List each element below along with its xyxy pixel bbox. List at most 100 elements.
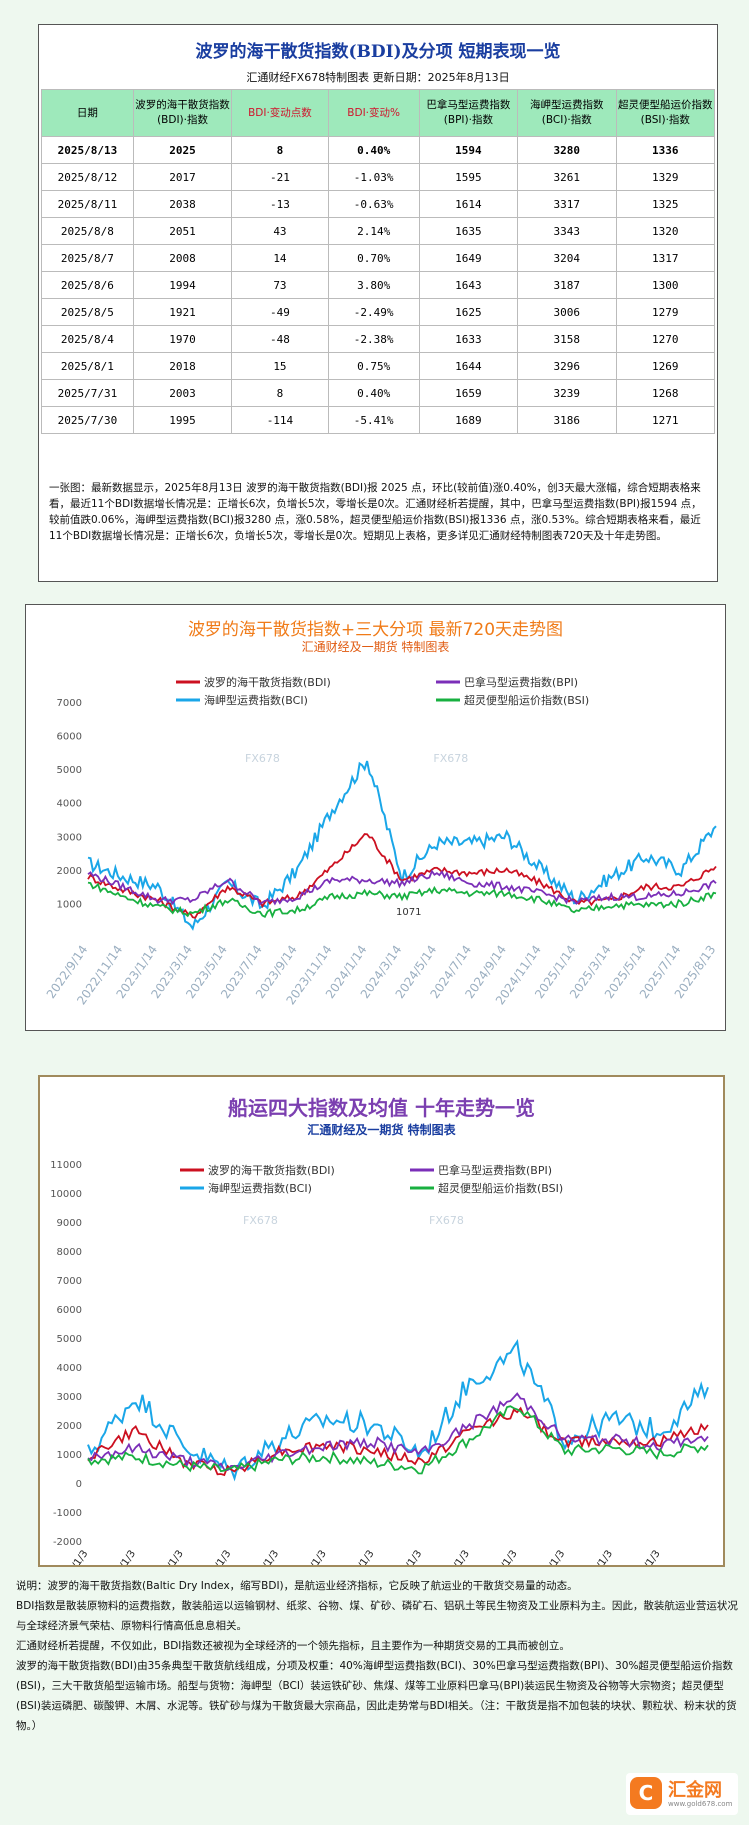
- table-cell: 3296: [517, 352, 617, 380]
- table-row: 2025/7/30 1995 -114 -5.41% 1689 3186 1271: [41, 406, 716, 434]
- col-date: 日期: [41, 89, 134, 137]
- table-cell: 3187: [517, 271, 617, 299]
- table-cell: 2018: [132, 352, 233, 380]
- watermark: FX678: [433, 752, 468, 765]
- table-row: 2025/8/12 2017 -21 -1.03% 1595 3261 1329: [41, 163, 716, 191]
- chart1-svg: 10002000300040005000600070002022/9/14202…: [44, 675, 719, 1007]
- table-cell: 1270: [615, 325, 716, 353]
- table-cell: -21: [231, 163, 329, 191]
- col-bpi: 巴拿马型运费指数(BPI)·指数: [418, 89, 519, 137]
- y-tick-label: 5000: [57, 765, 82, 776]
- y-tick-label: 6000: [57, 732, 82, 743]
- data-label-1071: 1071: [396, 907, 421, 918]
- table-cell: -49: [231, 298, 329, 326]
- table-cell: 1271: [615, 406, 716, 434]
- watermark: FX678: [429, 1214, 464, 1227]
- watermark: FX678: [243, 1214, 278, 1227]
- note-line: 说明：波罗的海干散货指数(Baltic Dry Index，缩写BDI)，是航运…: [16, 1580, 578, 1592]
- y-tick-label: 1000: [57, 1450, 82, 1461]
- table-cell: -114: [231, 406, 329, 434]
- site-logo[interactable]: C 汇金网 www.gold678.com: [626, 1773, 738, 1815]
- x-tick-label: 2013/1/3: [56, 1548, 91, 1565]
- table-cell: 3239: [517, 379, 617, 407]
- y-tick-label: 4000: [57, 799, 82, 810]
- x-tick-label: 2016/1/3: [199, 1548, 234, 1565]
- legend-label: 波罗的海干散货指数(BDI): [204, 675, 331, 689]
- table-cell: 3.80%: [327, 271, 420, 299]
- table-cell: 0.75%: [327, 352, 420, 380]
- table-cell: 2008: [132, 244, 233, 272]
- table-cell: 2025/7/30: [41, 406, 134, 434]
- series-line-bpi: [87, 1392, 709, 1472]
- table-cell: 2025/8/11: [41, 190, 134, 218]
- chart-720-day: 波罗的海干散货指数+三大分项 最新720天走势图 汇通财经及一期货 特制图表 1…: [25, 604, 726, 1031]
- table-cell: 2025/8/8: [41, 217, 134, 245]
- table-row: 2025/8/11 2038 -13 -0.63% 1614 3317 1325: [41, 190, 716, 218]
- table-cell: -1.03%: [327, 163, 420, 191]
- table-cell: 1633: [418, 325, 519, 353]
- y-tick-label: -1000: [53, 1508, 82, 1519]
- series-line-bci: [87, 1338, 709, 1482]
- y-tick-label: 7000: [57, 698, 82, 709]
- page-subtitle: 汇通财经FX678特制图表 更新日期：2025年8月13日: [246, 71, 510, 84]
- y-tick-label: 0: [76, 1479, 82, 1490]
- y-tick-label: 10000: [50, 1189, 82, 1200]
- col-bci: 海岬型运费指数(BCI)·指数: [517, 89, 617, 137]
- x-tick-label: 2014/1/3: [103, 1548, 138, 1565]
- table-cell: 1325: [615, 190, 716, 218]
- chart2-subtitle: 汇通财经及一期货 特制图表: [307, 1123, 456, 1137]
- table-cell: 8: [231, 379, 329, 407]
- table-cell: 1635: [418, 217, 519, 245]
- y-tick-label: 7000: [57, 1276, 82, 1287]
- y-tick-label: 1000: [57, 899, 82, 910]
- table-cell: 73: [231, 271, 329, 299]
- table-cell: 0.40%: [327, 379, 420, 407]
- y-tick-label: 11000: [50, 1160, 82, 1171]
- table-cell: 0.70%: [327, 244, 420, 272]
- legend-label: 超灵便型船运价指数(BSI): [464, 693, 589, 707]
- note-line: BDI指数是散装原物料的运费指数，散装船运以运输钢材、纸浆、谷物、煤、矿砂、磷矿…: [16, 1600, 738, 1632]
- table-cell: 2025/8/6: [41, 271, 134, 299]
- table-cell: 1269: [615, 352, 716, 380]
- table-cell: 1614: [418, 190, 519, 218]
- series-line-bci: [87, 760, 717, 931]
- table-cell: 2025/8/7: [41, 244, 134, 272]
- table-cell: 3186: [517, 406, 617, 434]
- x-tick-label: 2022/1/3: [485, 1548, 520, 1565]
- col-bdi-change: BDI·变动点数: [231, 89, 329, 137]
- table-cell: 2025/8/13: [41, 136, 134, 164]
- table-cell: 2025/8/4: [41, 325, 134, 353]
- table-cell: 1279: [615, 298, 716, 326]
- table-cell: 2025/8/12: [41, 163, 134, 191]
- table-cell: 3317: [517, 190, 617, 218]
- table-row: 2025/8/6 1994 73 3.80% 1643 3187 1300: [41, 271, 716, 299]
- table-cell: 2017: [132, 163, 233, 191]
- legend-label: 海岬型运费指数(BCI): [204, 693, 308, 707]
- bdi-table: 日期 波罗的海干散货指数(BDI)·指数 BDI·变动点数 BDI·变动% 巴拿…: [41, 89, 716, 434]
- col-bsi: 超灵便型船运价指数(BSI)·指数: [615, 89, 716, 137]
- table-cell: 2038: [132, 190, 233, 218]
- logo-icon: C: [630, 1777, 662, 1809]
- chart1-title: 波罗的海干散货指数+三大分项 最新720天走势图: [187, 620, 564, 640]
- table-cell: 1329: [615, 163, 716, 191]
- table-cell: -13: [231, 190, 329, 218]
- note-line: 波罗的海干散货指数(BDI)由35条典型干散货航线组成，分项及权重：40%海岬型…: [16, 1660, 737, 1732]
- logo-url: www.gold678.com: [668, 1800, 733, 1808]
- table-header-row: 日期 波罗的海干散货指数(BDI)·指数 BDI·变动点数 BDI·变动% 巴拿…: [41, 89, 716, 137]
- page-title: 波罗的海干散货指数(BDI)及分项 短期表现一览: [195, 42, 561, 62]
- series-line-bpi: [87, 869, 717, 906]
- y-tick-label: 3000: [57, 832, 82, 843]
- y-tick-label: 6000: [57, 1305, 82, 1316]
- table-row: 2025/8/8 2051 43 2.14% 1635 3343 1320: [41, 217, 716, 245]
- y-tick-label: 2000: [57, 866, 82, 877]
- x-tick-label: 2017/1/3: [246, 1548, 281, 1565]
- series-line-bsi: [87, 1405, 709, 1475]
- table-cell: 2025/7/31: [41, 379, 134, 407]
- col-bdi: 波罗的海干散货指数(BDI)·指数: [132, 89, 233, 137]
- legend-label: 巴拿马型运费指数(BPI): [438, 1163, 552, 1177]
- table-cell: 2025/8/1: [41, 352, 134, 380]
- chart-ten-year: 船运四大指数及均值 十年走势一览 汇通财经及一期货 特制图表 -2000 -100…: [38, 1075, 725, 1567]
- table-cell: 2025/8/5: [41, 298, 134, 326]
- table-cell: 3280: [517, 136, 617, 164]
